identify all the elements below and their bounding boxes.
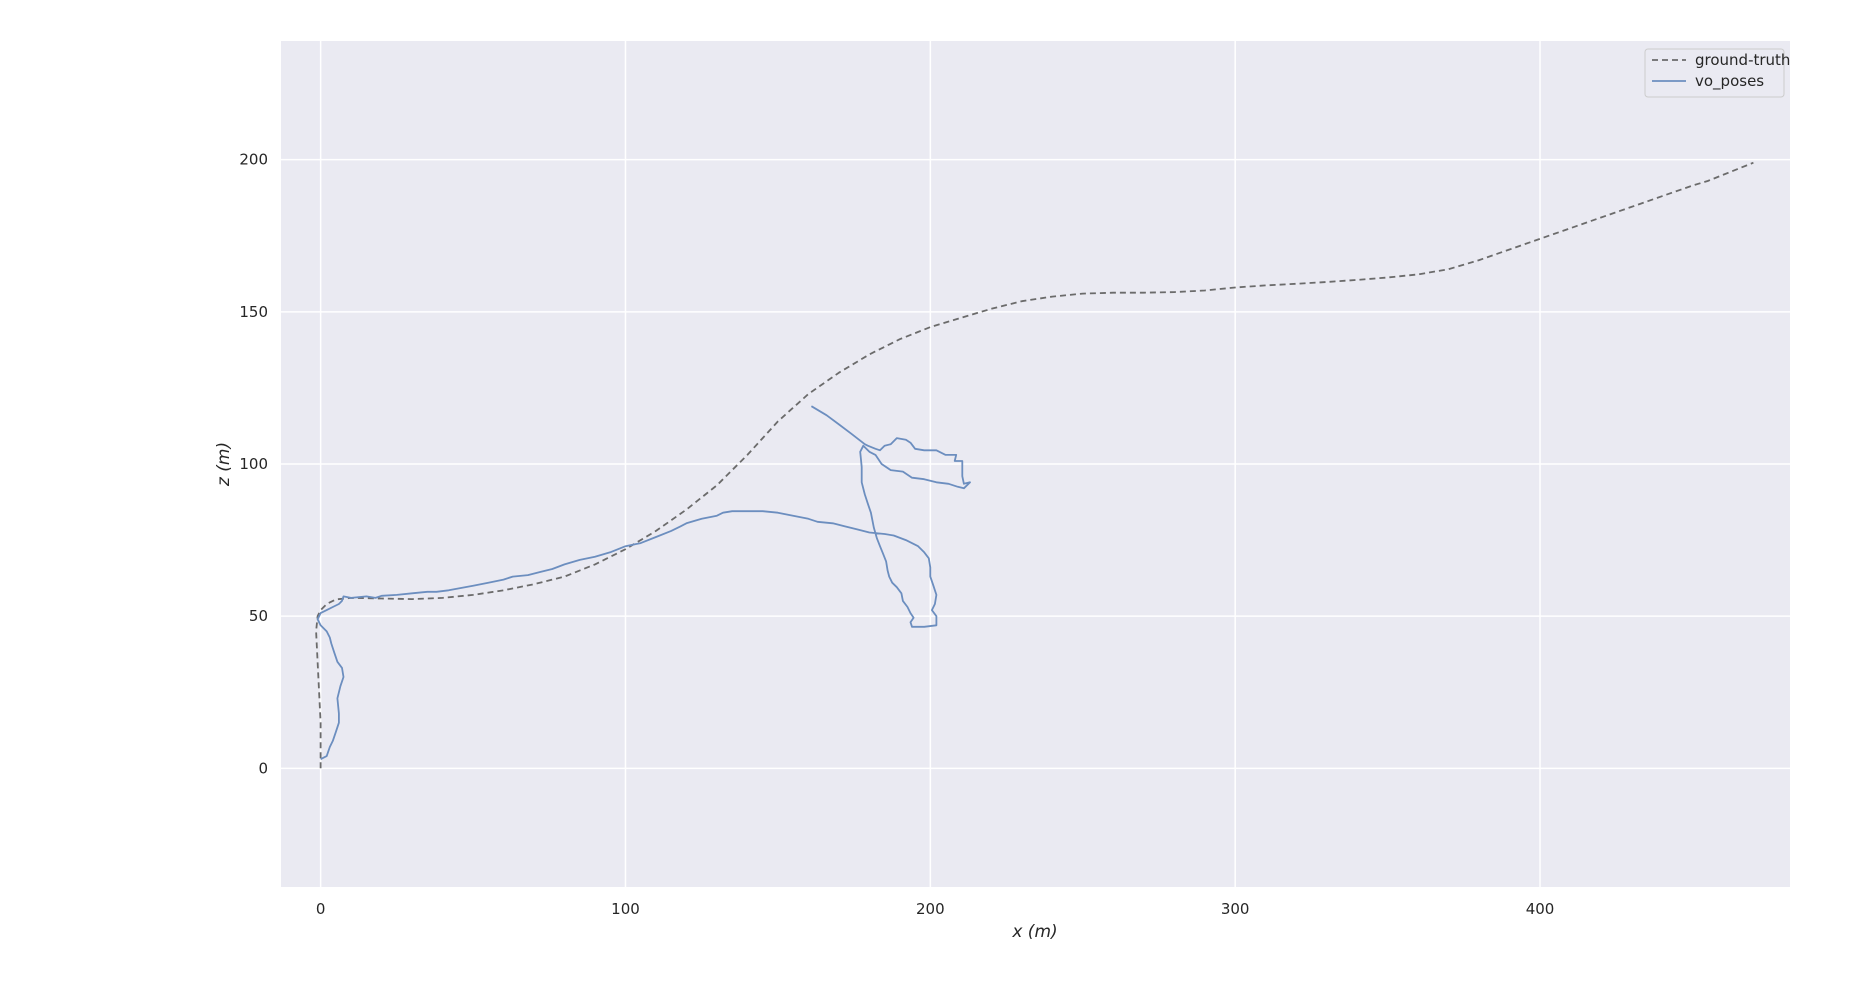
legend-label-vo-poses: vo_poses [1695, 72, 1764, 91]
x-tick-label: 0 [316, 900, 326, 918]
x-tick-label: 400 [1526, 900, 1555, 918]
x-tick-label: 100 [611, 900, 640, 918]
x-axis-label: x (m) [1011, 922, 1057, 942]
legend: ground-truth vo_poses [1644, 48, 1790, 98]
legend-label-ground-truth: ground-truth [1695, 51, 1790, 69]
series-lines [315, 161, 1754, 769]
y-tick-label: 200 [239, 151, 268, 169]
y-axis-label: z (m) [214, 442, 234, 487]
x-tick-label: 200 [916, 900, 945, 918]
y-tick-label: 150 [239, 303, 268, 321]
y-tick-label: 50 [249, 607, 268, 625]
series-line-ground-truth [315, 161, 1754, 769]
grid-lines [281, 41, 1790, 887]
tick-labels: 0 100 200 300 400 0 50 100 150 200 [239, 151, 1554, 918]
series-line-vo-poses [316, 405, 971, 761]
y-tick-label: 0 [258, 759, 268, 777]
legend-box [1644, 48, 1785, 98]
x-tick-label: 300 [1221, 900, 1250, 918]
y-tick-label: 100 [239, 455, 268, 473]
